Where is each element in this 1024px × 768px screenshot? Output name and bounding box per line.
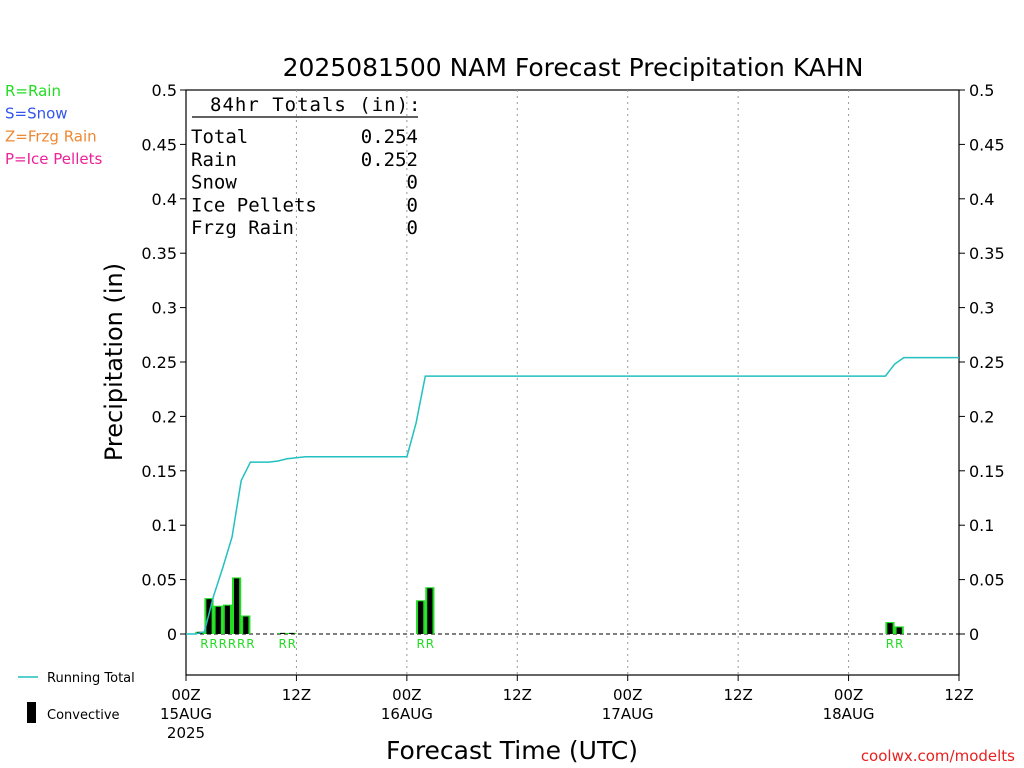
totals-value: 0.252 — [361, 149, 418, 171]
totals-box: 84hr Totals (in): Total 0.254 Rain 0.252 Snow… — [191, 94, 421, 239]
convective-swatch — [27, 702, 36, 723]
y-tick-label-right: 0.45 — [969, 135, 1005, 154]
convective-bar — [896, 627, 902, 634]
ptype-mark: R — [209, 637, 217, 651]
running-total-line — [186, 356, 959, 635]
x-tick-time: 00Z — [171, 686, 200, 704]
convective-legend-label: Convective — [47, 708, 120, 723]
y-tick-label-left: 0.15 — [141, 462, 177, 481]
x-tick-time: 00Z — [613, 686, 642, 704]
convective-bar — [427, 588, 433, 634]
totals-value: 0.254 — [361, 126, 418, 148]
plot-frame — [185, 89, 960, 676]
ptype-mark: R — [895, 637, 903, 651]
totals-label: Snow — [191, 172, 237, 194]
ptype-legend-item: R=Rain — [5, 82, 61, 100]
y-tick-label-left: 0.35 — [141, 244, 177, 263]
y-tick-label-right: 0.4 — [969, 190, 994, 209]
ptype-mark: R — [278, 637, 286, 651]
ptype-mark: R — [416, 637, 424, 651]
ptype-legend: R=Rain S=Snow Z=Frzg Rain P=Ice Pellets — [5, 82, 102, 168]
y-tick-label-right: 0.25 — [969, 353, 1005, 372]
ptype-mark: R — [426, 637, 434, 651]
x-tick-label: 12Z — [723, 686, 752, 704]
convective-bar — [215, 606, 221, 634]
x-tick-label: 12Z — [282, 686, 311, 704]
x-tick-date: 17AUG — [602, 705, 654, 723]
totals-value: 0 — [407, 172, 418, 194]
x-tick-date: 15AUG — [160, 705, 212, 723]
x-tick-time: 12Z — [503, 686, 532, 704]
y-tick-label-left: 0 — [167, 625, 177, 644]
ptype-mark: R — [219, 637, 227, 651]
ptype-legend-item: Z=Frzg Rain — [5, 127, 97, 145]
x-tick-label: 12Z — [944, 686, 973, 704]
convective-bar — [418, 601, 424, 634]
y-tick-label-left: 0.45 — [141, 135, 177, 154]
x-tick-time: 12Z — [723, 686, 752, 704]
x-tick-label: 12Z — [503, 686, 532, 704]
y-tick-label-right: 0.3 — [969, 299, 994, 318]
y-tick-label-left: 0.5 — [152, 81, 177, 100]
y-tick-label-left: 0.05 — [141, 571, 177, 590]
ptype-mark: R — [246, 637, 254, 651]
x-axis-label: Forecast Time (UTC) — [386, 736, 638, 765]
ptype-legend-item: S=Snow — [5, 105, 68, 123]
x-tick-time: 00Z — [834, 686, 863, 704]
ptype-legend-item: P=Ice Pellets — [5, 150, 102, 168]
ptype-mark: R — [886, 637, 894, 651]
running-total-legend-label: Running Total — [47, 671, 135, 686]
y-tick-label-right: 0.5 — [969, 81, 994, 100]
convective-bar — [234, 578, 240, 634]
x-tick-date: 18AUG — [823, 705, 875, 723]
x-tick-date: 16AUG — [381, 705, 433, 723]
convective-bar — [887, 623, 893, 634]
y-tick-label-left: 0.3 — [152, 299, 177, 318]
x-tick-time: 12Z — [282, 686, 311, 704]
y-tick-label-left: 0.4 — [152, 190, 177, 209]
y-tick-label-right: 0.15 — [969, 462, 1005, 481]
totals-label: Frzg Rain — [191, 217, 294, 239]
y-axis-label: Precipitation (in) — [100, 263, 128, 461]
plot-area: 0 00.05 0.050.1 0.10.15 0.150.2 0.20.25 0.250.… — [141, 81, 1004, 742]
y-tick-label-right: 0.2 — [969, 407, 994, 426]
y-tick-label-right: 0.35 — [969, 244, 1005, 263]
totals-label: Rain — [191, 149, 237, 171]
y-tick-label-right: 0.1 — [969, 516, 994, 535]
y-tick-label-left: 0.2 — [152, 407, 177, 426]
x-tick-time: 00Z — [392, 686, 421, 704]
ptype-mark: R — [228, 637, 236, 651]
totals-header: 84hr Totals (in): — [210, 94, 421, 116]
convective-bar — [224, 605, 231, 634]
totals-value: 0 — [407, 194, 418, 216]
y-tick-label-left: 0.1 — [152, 516, 177, 535]
totals-value: 0 — [407, 217, 418, 239]
series-legend: Running Total Convective — [18, 671, 135, 723]
x-tick-year: 2025 — [167, 724, 205, 742]
y-tick-label-right: 0.05 — [969, 571, 1005, 590]
ptype-mark: R — [237, 637, 245, 651]
convective-bar — [289, 632, 295, 634]
ptype-mark: R — [200, 637, 208, 651]
ptype-mark: R — [288, 637, 296, 651]
x-tick-time: 12Z — [944, 686, 973, 704]
y-tick-label-left: 0.25 — [141, 353, 177, 372]
convective-bar — [243, 616, 249, 634]
totals-label: Ice Pellets — [191, 194, 317, 216]
credit-text: coolwx.com/modelts — [861, 747, 1015, 765]
convective-bar — [280, 632, 286, 634]
y-tick-label-right: 0 — [969, 625, 979, 644]
chart-title: 2025081500 NAM Forecast Precipitation KA… — [283, 53, 864, 82]
totals-label: Total — [191, 126, 248, 148]
